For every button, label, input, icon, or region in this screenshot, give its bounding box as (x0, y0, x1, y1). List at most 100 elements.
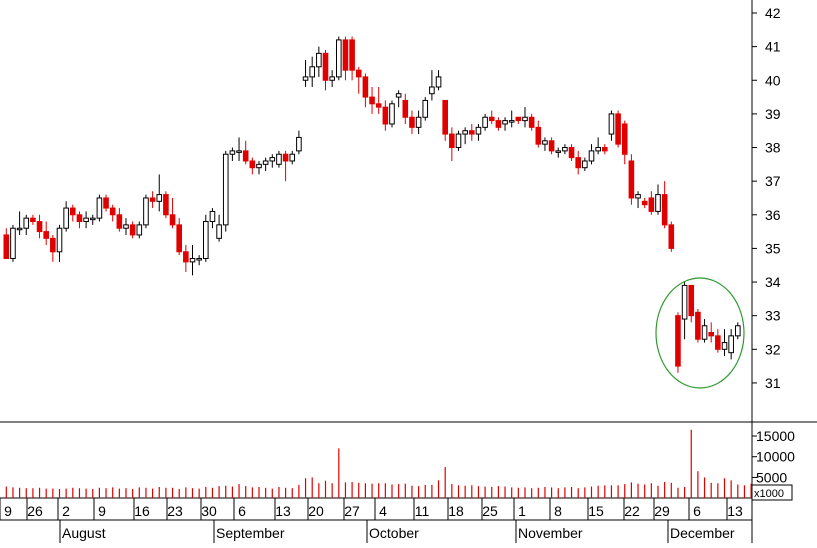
candle-up (189, 257, 196, 263)
candle-down (449, 133, 455, 149)
price-tick-label: 36 (765, 207, 781, 223)
candle-up (229, 150, 236, 155)
day-label: 4 (379, 503, 387, 519)
day-label: 9 (4, 503, 12, 519)
day-label: 13 (275, 503, 291, 519)
month-label: August (62, 525, 106, 541)
candle-up (582, 160, 588, 169)
candle-down (322, 52, 329, 81)
price-tick-label: 35 (765, 240, 781, 256)
candle-down (621, 123, 628, 155)
price-tick-label: 33 (765, 308, 781, 324)
candle-up (83, 217, 89, 223)
candle-up (462, 130, 468, 135)
candle-down (402, 99, 409, 118)
day-label: 1 (518, 503, 526, 519)
candle-down (3, 234, 10, 259)
candle-up (595, 147, 601, 152)
day-label: 2 (62, 503, 70, 519)
candle-up (316, 52, 322, 68)
candle-down (362, 76, 369, 98)
candle-up (728, 335, 734, 354)
day-label: 9 (98, 503, 106, 519)
candle-up (415, 116, 422, 128)
candle-down (628, 160, 635, 199)
candle-down (116, 214, 123, 229)
candle-up (96, 197, 103, 219)
candle-down (30, 217, 36, 223)
day-label: 22 (624, 503, 640, 519)
candle-up (10, 227, 16, 259)
candle-down (103, 197, 109, 209)
candle-up (269, 157, 276, 162)
candle-up (296, 136, 302, 152)
candle-down (575, 157, 582, 169)
price-tick-label: 38 (765, 140, 781, 156)
candle-up (236, 150, 242, 153)
day-label: 27 (344, 503, 360, 519)
annotation-ellipse (655, 277, 745, 389)
candle-up (56, 227, 63, 253)
price-tick-label: 40 (765, 72, 781, 88)
candle-down (661, 194, 668, 226)
candle-down (129, 224, 136, 236)
candle-down (648, 197, 655, 212)
price-tick-label: 32 (765, 341, 781, 357)
candle-up (256, 163, 262, 169)
candle-up (735, 325, 741, 337)
candle-up (422, 99, 429, 118)
candle-up (336, 39, 342, 78)
price-tick-label: 42 (765, 5, 781, 21)
candle-down (695, 311, 701, 340)
day-label: 26 (27, 503, 43, 519)
candle-down (548, 140, 555, 152)
candle-up (482, 116, 488, 128)
month-label: December (670, 525, 735, 541)
volume-unit-label: x1000 (754, 488, 784, 500)
candle-up (701, 325, 708, 340)
candle-up (289, 153, 296, 162)
day-label: 30 (201, 503, 217, 519)
candle-down (602, 147, 608, 152)
day-label: 25 (482, 503, 498, 519)
day-label: 29 (654, 503, 670, 519)
candle-down (176, 224, 182, 253)
day-label: 11 (415, 503, 430, 519)
candle-up (136, 224, 143, 236)
candle-down (409, 116, 415, 128)
candle-up (216, 224, 222, 239)
candle-down (668, 224, 675, 249)
day-label: 8 (554, 503, 562, 519)
candle-down (675, 315, 681, 367)
day-label: 18 (448, 503, 464, 519)
candle-up (608, 113, 615, 135)
candle-up (721, 342, 728, 350)
candle-down (76, 214, 83, 223)
candle-up (429, 86, 435, 95)
candle-down (641, 200, 648, 206)
candle-up (196, 257, 202, 261)
candle-up (562, 147, 568, 152)
candle-down (149, 197, 156, 202)
candle-down (469, 130, 475, 135)
month-label: October (369, 525, 419, 541)
candle-up (395, 93, 402, 98)
candle-down (249, 160, 256, 169)
candle-up (302, 76, 309, 81)
candle-up (455, 133, 462, 149)
candle-up (156, 194, 163, 202)
day-label: 15 (588, 503, 604, 519)
candle-down (375, 103, 382, 108)
candle-up (542, 140, 548, 145)
candle-up (329, 76, 335, 81)
price-tick-label: 39 (765, 106, 781, 122)
candle-down (169, 214, 176, 226)
candle-down (528, 116, 535, 128)
candle-down (183, 251, 189, 263)
candle-up (123, 224, 129, 229)
candle-down (515, 116, 522, 122)
candle-up (16, 227, 23, 231)
price-tick-label: 34 (765, 274, 781, 290)
candle-up (23, 217, 30, 229)
